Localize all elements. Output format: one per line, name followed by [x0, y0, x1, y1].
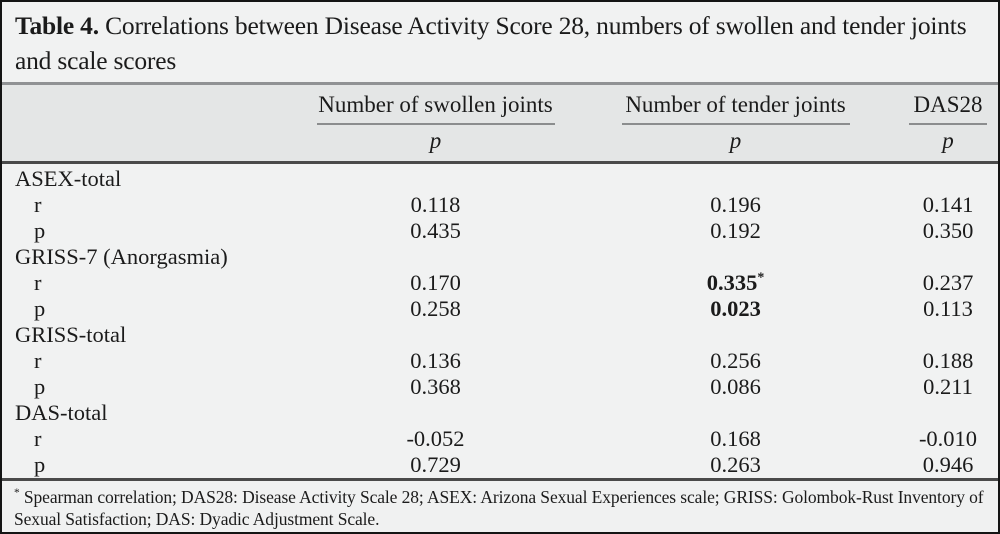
row-label: DAS-total: [15, 400, 108, 425]
table-row: DAS-total: [2, 400, 998, 426]
cell-das28: 0.188: [922, 348, 974, 373]
cell-tender-joints: 0.335*: [706, 270, 765, 295]
column-header-sub-p: p: [942, 128, 954, 153]
significance-marker: *: [757, 270, 765, 286]
cell-tender-joints: [573, 244, 898, 270]
table-row: p 0.435 0.192 0.350: [2, 218, 998, 244]
table-header-row: Number of swollen joints p Number of ten…: [2, 82, 998, 164]
column-header-cell: Number of swollen joints p: [298, 85, 573, 161]
table-row: r 0.136 0.256 0.188: [2, 348, 998, 374]
row-label: r: [34, 270, 42, 295]
cell-tender-joints: 0.196: [710, 192, 761, 217]
footnote-marker: *: [14, 487, 20, 500]
cell-das28: [898, 166, 998, 192]
cell-swollen-joints: 0.435: [410, 218, 461, 243]
column-header-sub-p: p: [429, 128, 442, 153]
row-label: r: [34, 192, 42, 217]
column-header-cell: DAS28 p: [898, 85, 998, 161]
table-row: r -0.052 0.168 -0.010: [2, 426, 998, 452]
cell-swollen-joints: [298, 322, 573, 348]
table-row: p 0.368 0.086 0.211: [2, 374, 998, 400]
cell-swollen-joints: 0.368: [410, 374, 461, 399]
footnote-text: Spearman correlation; DAS28: Disease Act…: [14, 487, 984, 529]
column-header-rule: [316, 123, 555, 125]
table-title: Table 4. Correlations between Disease Ac…: [15, 8, 986, 78]
cell-swollen-joints: 0.258: [410, 296, 461, 321]
cell-tender-joints: 0.023: [710, 296, 761, 321]
row-label: p: [34, 452, 46, 477]
table-row: r 0.118 0.196 0.141: [2, 192, 998, 218]
table-row: p 0.729 0.263 0.946: [2, 452, 998, 478]
cell-das28: 0.211: [923, 374, 973, 399]
column-header-sub-p: p: [729, 128, 742, 153]
table-footnote: * Spearman correlation; DAS28: Disease A…: [2, 478, 998, 532]
table-row: GRISS-total: [2, 322, 998, 348]
cell-swollen-joints: [298, 166, 573, 192]
cell-tender-joints: [573, 166, 898, 192]
cell-das28: 0.141: [922, 192, 974, 217]
table-row: p 0.258 0.023 0.113: [2, 296, 998, 322]
cell-das28: [898, 400, 998, 426]
column-header-label: Number of tender joints: [625, 92, 846, 117]
cell-das28: -0.010: [918, 426, 978, 451]
cell-das28: 0.350: [922, 218, 974, 243]
cell-tender-joints: 0.086: [710, 374, 761, 399]
cell-tender-joints: 0.263: [710, 452, 761, 477]
table-row: GRISS-7 (Anorgasmia): [2, 244, 998, 270]
table-title-text: Correlations between Disease Activity Sc…: [15, 11, 967, 75]
cell-swollen-joints: 0.136: [410, 348, 461, 373]
cell-tender-joints: 0.192: [710, 218, 761, 243]
table-body: ASEX-total r 0.118 0.196 0.141 p 0.435 0…: [2, 166, 998, 478]
cell-tender-joints: [573, 322, 898, 348]
row-label: r: [34, 426, 42, 451]
row-label: ASEX-total: [15, 166, 122, 191]
column-header-label: DAS28: [913, 92, 983, 117]
column-header-label: Number of swollen joints: [318, 92, 553, 117]
column-header-cell: Number of tender joints p: [573, 85, 898, 161]
cell-swollen-joints: [298, 400, 573, 426]
cell-tender-joints: 0.168: [710, 426, 761, 451]
cell-tender-joints: [573, 400, 898, 426]
cell-swollen-joints: 0.118: [410, 192, 461, 217]
column-header-rule: [909, 123, 987, 125]
cell-swollen-joints: [298, 244, 573, 270]
row-label: GRISS-total: [15, 322, 127, 347]
cell-tender-joints: 0.256: [710, 348, 761, 373]
cell-das28: 0.237: [922, 270, 974, 295]
cell-das28: 0.946: [922, 452, 974, 477]
row-label: GRISS-7 (Anorgasmia): [15, 244, 228, 269]
cell-swollen-joints: -0.052: [406, 426, 465, 451]
row-label: p: [34, 296, 46, 321]
cell-swollen-joints: 0.170: [410, 270, 461, 295]
cell-das28: [898, 322, 998, 348]
cell-das28: 0.113: [923, 296, 973, 321]
table-number-label: Table 4.: [15, 11, 99, 40]
cell-das28: [898, 244, 998, 270]
cell-swollen-joints: 0.729: [410, 452, 461, 477]
table-row: ASEX-total: [2, 166, 998, 192]
row-label: r: [34, 348, 42, 373]
header-spacer-cell: [2, 85, 298, 161]
row-label: p: [34, 374, 46, 399]
table-row: r 0.170 0.335* 0.237: [2, 270, 998, 296]
row-label: p: [34, 218, 46, 243]
column-header-rule: [621, 123, 850, 125]
